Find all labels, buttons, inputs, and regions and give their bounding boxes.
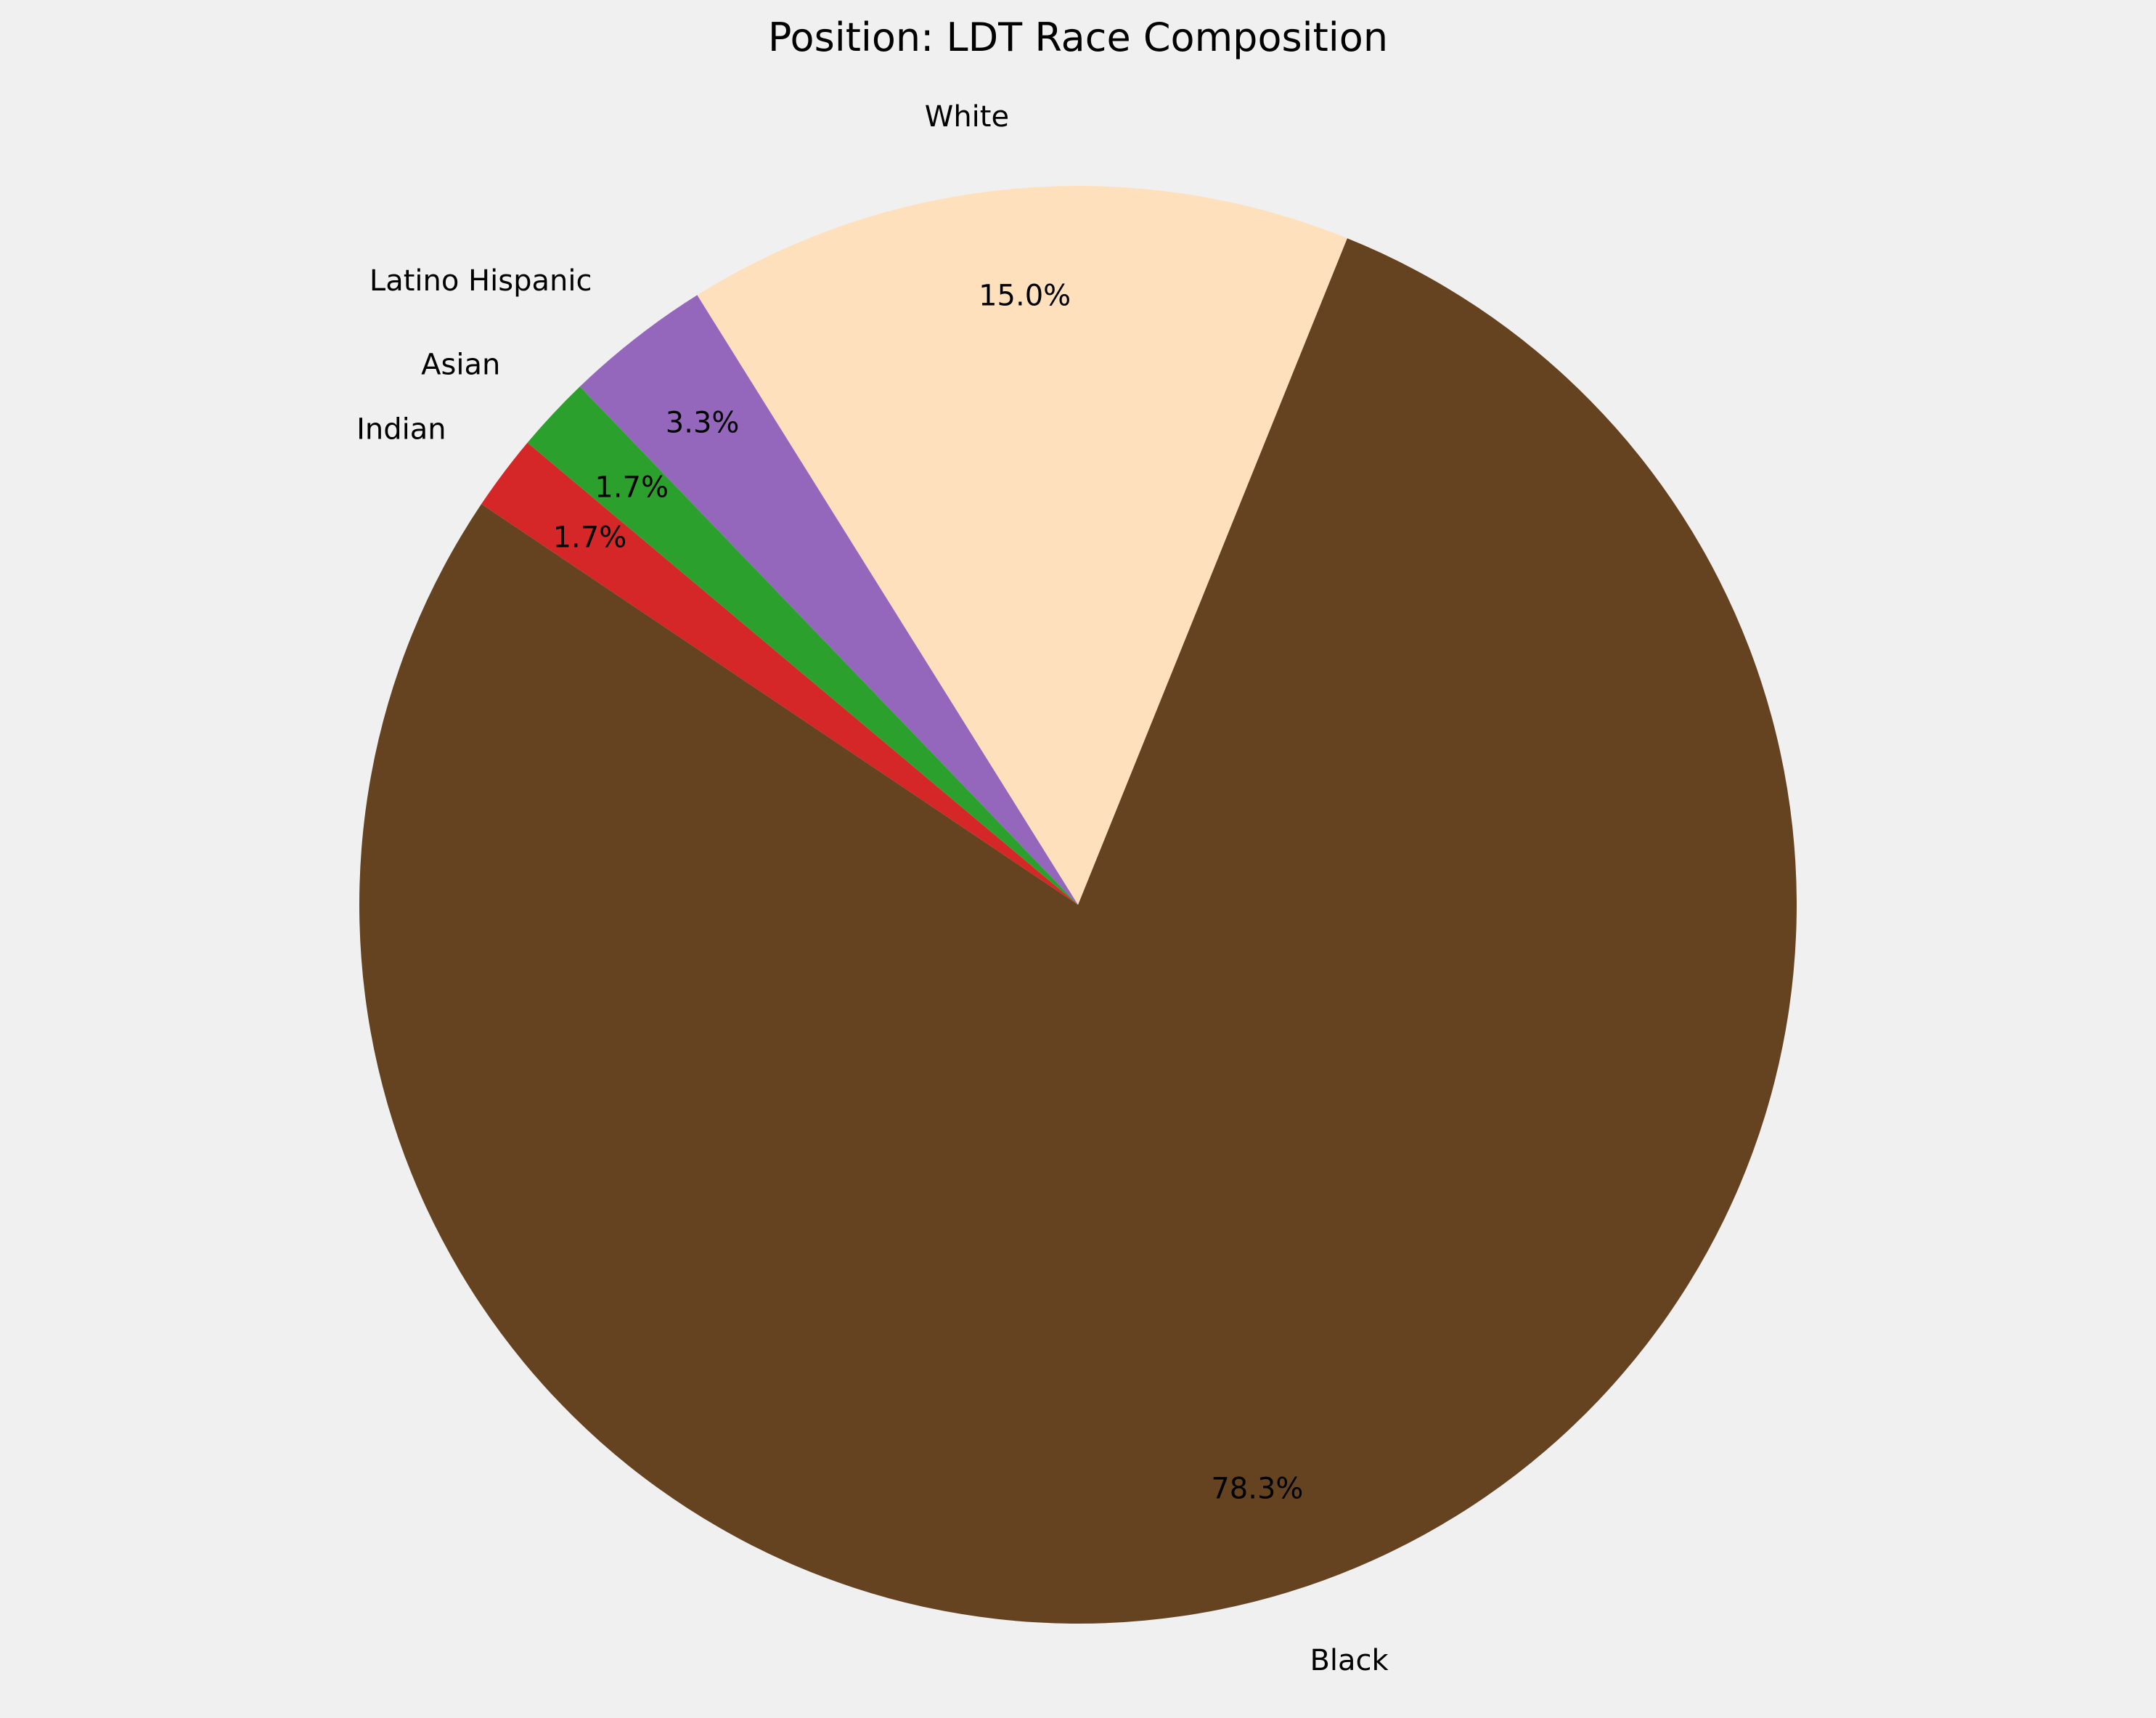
pie-slice-white — [697, 185, 1347, 905]
pct-label-indian: 1.7% — [553, 521, 627, 554]
slice-label-black: Black — [1310, 1644, 1389, 1677]
pct-label-black: 78.3% — [1211, 1472, 1303, 1505]
pct-label-latino-hispanic: 3.3% — [666, 406, 740, 439]
chart-title: Position: LDT Race Composition — [768, 15, 1388, 60]
slice-label-white: White — [925, 100, 1009, 134]
pie-slices — [359, 185, 1797, 1624]
pct-label-white: 15.0% — [979, 280, 1071, 313]
pie-slice-asian — [527, 386, 1078, 905]
pie-slice-black — [359, 238, 1797, 1624]
pie-slice-indian — [481, 442, 1078, 905]
slice-label-latino-hispanic: Latino Hispanic — [369, 264, 592, 298]
pie-labels: Indian 1.7% Black 78.3% White 15.0% Latino His… — [356, 100, 1389, 1677]
slice-label-indian: Indian — [356, 413, 446, 447]
pct-label-asian: 1.7% — [595, 471, 669, 504]
slice-label-asian: Asian — [421, 348, 500, 381]
pie-slice-latino-hispanic — [579, 295, 1078, 905]
